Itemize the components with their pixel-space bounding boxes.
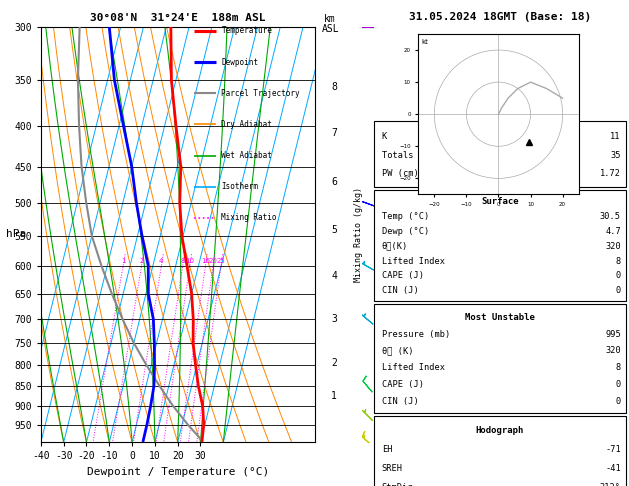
- Text: 35: 35: [610, 151, 621, 160]
- Text: Mixing Ratio (g/kg): Mixing Ratio (g/kg): [354, 187, 363, 282]
- Text: Lifted Index: Lifted Index: [382, 257, 445, 265]
- Text: hPa: hPa: [6, 229, 26, 240]
- Text: Mixing Ratio: Mixing Ratio: [221, 213, 277, 223]
- Text: ASL: ASL: [321, 24, 339, 34]
- Text: 8: 8: [616, 363, 621, 372]
- Text: EH: EH: [382, 445, 392, 454]
- Text: 4: 4: [331, 271, 337, 281]
- Text: 8: 8: [616, 257, 621, 265]
- Text: 3: 3: [331, 314, 337, 324]
- Title: 30°08'N  31°24'E  188m ASL: 30°08'N 31°24'E 188m ASL: [90, 13, 265, 23]
- Text: CIN (J): CIN (J): [382, 397, 418, 406]
- Text: K: K: [382, 132, 387, 141]
- Text: Isotherm: Isotherm: [221, 182, 259, 191]
- Text: 7: 7: [331, 128, 337, 138]
- Text: 0: 0: [616, 397, 621, 406]
- Text: SREH: SREH: [382, 464, 403, 473]
- Text: 8: 8: [181, 258, 185, 264]
- Text: θᴇ (K): θᴇ (K): [382, 347, 413, 355]
- Text: 320: 320: [605, 347, 621, 355]
- Text: 320: 320: [605, 242, 621, 251]
- Text: 312°: 312°: [600, 483, 621, 486]
- Text: 2: 2: [331, 358, 337, 368]
- Text: 8: 8: [331, 82, 337, 92]
- Text: Dewp (°C): Dewp (°C): [382, 227, 429, 236]
- Text: Wet Adiabat: Wet Adiabat: [221, 151, 272, 160]
- Text: 25: 25: [216, 258, 225, 264]
- Text: Surface: Surface: [481, 197, 519, 206]
- Text: 4.7: 4.7: [605, 227, 621, 236]
- Text: 10: 10: [186, 258, 194, 264]
- Text: -71: -71: [605, 445, 621, 454]
- Text: Dewpoint: Dewpoint: [221, 57, 259, 67]
- Bar: [374, 416, 626, 486]
- Text: Temperature: Temperature: [221, 26, 272, 35]
- Text: 4: 4: [159, 258, 164, 264]
- Text: km: km: [325, 14, 336, 24]
- Text: 16: 16: [201, 258, 210, 264]
- Text: -41: -41: [605, 464, 621, 473]
- Bar: [374, 122, 626, 187]
- Bar: [374, 304, 626, 413]
- Text: Parcel Trajectory: Parcel Trajectory: [221, 89, 300, 98]
- Text: θᴇ(K): θᴇ(K): [382, 242, 408, 251]
- Text: 31.05.2024 18GMT (Base: 18): 31.05.2024 18GMT (Base: 18): [409, 12, 591, 22]
- X-axis label: Dewpoint / Temperature (°C): Dewpoint / Temperature (°C): [87, 467, 269, 477]
- Text: 30.5: 30.5: [600, 212, 621, 221]
- Text: 995: 995: [605, 330, 621, 339]
- Text: 20: 20: [209, 258, 218, 264]
- Text: Temp (°C): Temp (°C): [382, 212, 429, 221]
- Text: StmDir: StmDir: [382, 483, 413, 486]
- Text: 1: 1: [331, 391, 337, 401]
- Bar: [374, 190, 626, 301]
- Text: 0: 0: [616, 380, 621, 389]
- Text: 2: 2: [140, 258, 143, 264]
- Text: Hodograph: Hodograph: [476, 426, 524, 435]
- Text: 11: 11: [610, 132, 621, 141]
- Text: Most Unstable: Most Unstable: [465, 312, 535, 322]
- Text: 0: 0: [616, 286, 621, 295]
- Text: kt: kt: [421, 39, 428, 45]
- Text: 1.72: 1.72: [600, 170, 621, 178]
- Text: CAPE (J): CAPE (J): [382, 272, 424, 280]
- Text: Totals Totals: Totals Totals: [382, 151, 450, 160]
- Text: CAPE (J): CAPE (J): [382, 380, 424, 389]
- Text: Pressure (mb): Pressure (mb): [382, 330, 450, 339]
- Text: Dry Adiabat: Dry Adiabat: [221, 120, 272, 129]
- Text: 5: 5: [331, 225, 337, 235]
- Text: 0: 0: [616, 272, 621, 280]
- Text: Lifted Index: Lifted Index: [382, 363, 445, 372]
- Text: PW (cm): PW (cm): [382, 170, 418, 178]
- Text: CIN (J): CIN (J): [382, 286, 418, 295]
- Text: 6: 6: [331, 177, 337, 187]
- Text: 1: 1: [121, 258, 125, 264]
